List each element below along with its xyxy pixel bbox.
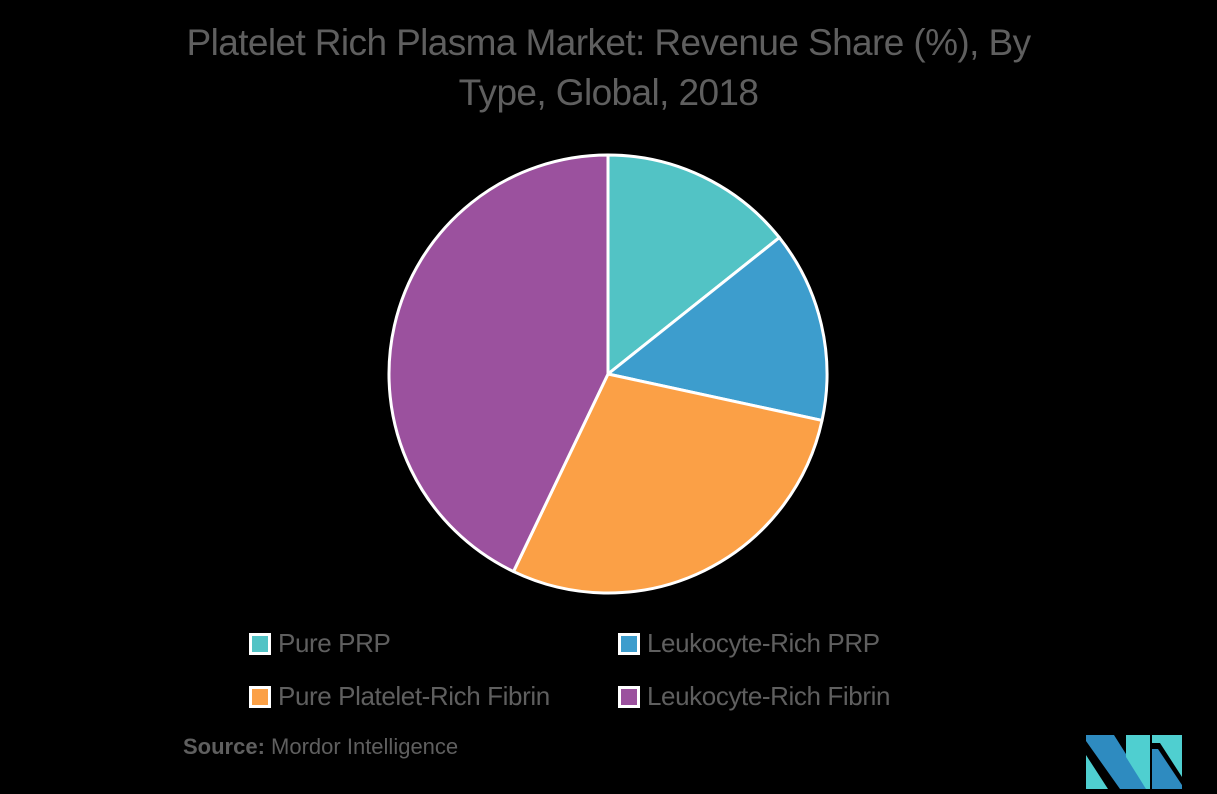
source-prefix: Source:: [183, 734, 265, 759]
pie-chart-svg: [387, 153, 829, 595]
pie-slice-pure-prp[interactable]: [606, 153, 781, 376]
legend-item-pure-platelet-rich-fibrin[interactable]: Pure Platelet-Rich Fibrin: [249, 681, 550, 712]
legend-swatch-icon: [249, 632, 271, 655]
pie-slice-leukocyte-rich-prp[interactable]: [606, 236, 829, 422]
pie-chart: [384, 150, 832, 598]
legend-swatch-icon: [249, 685, 271, 708]
legend-swatch-icon: [618, 685, 640, 708]
legend-item-leukocyte-rich-prp[interactable]: Leukocyte-Rich PRP: [618, 628, 880, 659]
legend-label: Leukocyte-Rich PRP: [647, 628, 880, 658]
mordor-intelligence-logo-icon: [1086, 727, 1194, 789]
source-note: Source: Mordor Intelligence: [183, 734, 458, 760]
source-name: Mordor Intelligence: [271, 734, 459, 759]
pie-slice-pure-platelet-rich-fibrin[interactable]: [512, 372, 824, 595]
legend-item-leukocyte-rich-fibrin[interactable]: Leukocyte-Rich Fibrin: [618, 681, 890, 712]
legend-item-pure-prp[interactable]: Pure PRP: [249, 628, 391, 659]
legend-label: Leukocyte-Rich Fibrin: [647, 681, 891, 711]
legend-label: Pure Platelet-Rich Fibrin: [278, 681, 550, 711]
pie-slice-leukocyte-rich-fibrin[interactable]: [387, 153, 610, 574]
chart-title-line-2: Type, Global, 2018: [458, 72, 759, 113]
chart-title: Platelet Rich Plasma Market: Revenue Sha…: [60, 18, 1157, 118]
legend-label: Pure PRP: [278, 628, 391, 658]
chart-title-line-1: Platelet Rich Plasma Market: Revenue Sha…: [186, 22, 1032, 63]
legend-swatch-icon: [618, 632, 640, 655]
